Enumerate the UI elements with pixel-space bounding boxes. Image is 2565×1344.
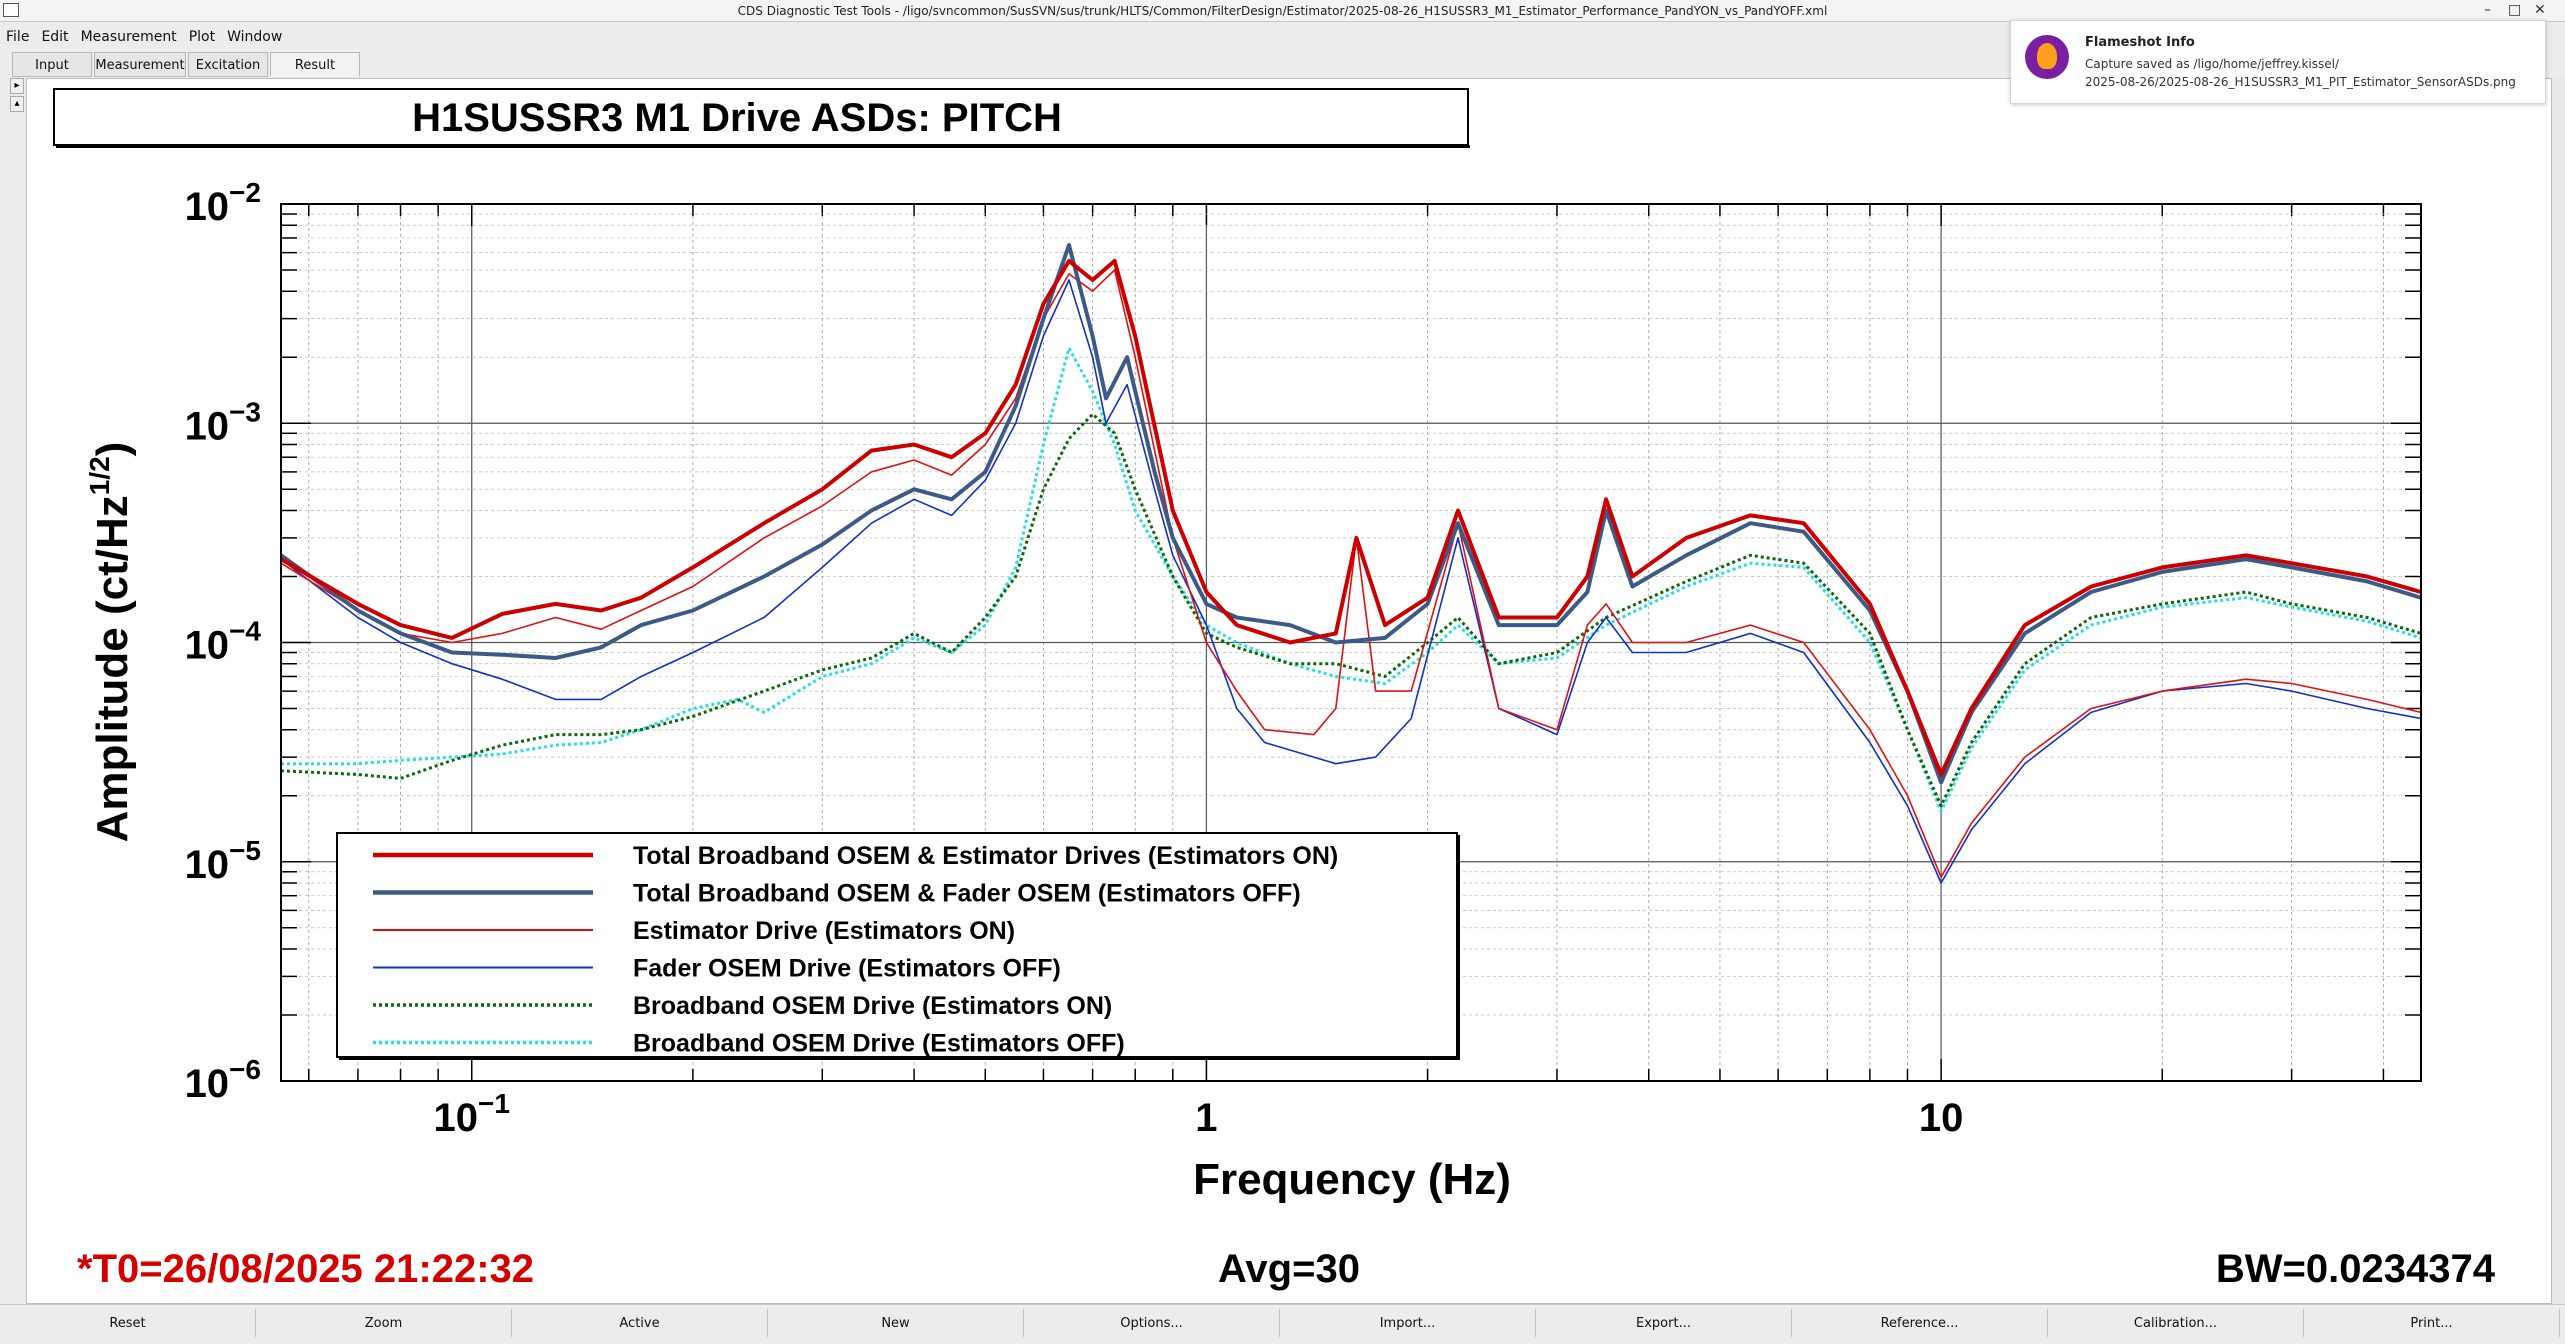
series-line <box>280 279 2422 884</box>
reference-button[interactable]: Reference... <box>1792 1309 2048 1337</box>
plot-title: H1SUSSR3 M1 Drive ASDs: PITCH <box>412 96 1062 140</box>
series-line <box>280 412 2422 808</box>
menu-edit[interactable]: Edit <box>41 29 69 45</box>
series-layer <box>279 243 2422 884</box>
close-icon[interactable]: ✕ <box>2534 2 2546 18</box>
plot-canvas[interactable]: H1SUSSR3 M1 Drive ASDs: PITCH 10−610−510… <box>27 79 2553 1305</box>
export-button[interactable]: Export... <box>1536 1309 1792 1337</box>
y-axis-label: Amplitude (ct/Hz1/2) <box>84 442 137 843</box>
menu-window[interactable]: Window <box>227 29 283 45</box>
window-titlebar: CDS Diagnostic Test Tools - /ligo/svncom… <box>0 0 2565 22</box>
y-tick-label: 10−2 <box>185 177 261 229</box>
arrow-up-icon[interactable]: ▴ <box>10 96 24 112</box>
new-button[interactable]: New <box>768 1309 1024 1337</box>
legend-entry: Fader OSEM Drive (Estimators OFF) <box>633 955 1061 983</box>
x-tick-label: 1 <box>1195 1096 1217 1140</box>
flameshot-notification[interactable]: Flameshot Info Capture saved as /ligo/ho… <box>2010 20 2546 104</box>
series-line <box>279 243 2422 785</box>
legend: Total Broadband OSEM & Estimator Drives … <box>336 832 1460 1060</box>
app-icon <box>3 3 19 17</box>
zoom-button[interactable]: Zoom <box>256 1309 512 1337</box>
tab-measurement[interactable]: Measurement <box>94 52 186 77</box>
notification-line-1: Capture saved as /ligo/home/jeffrey.kiss… <box>2085 57 2340 71</box>
notification-title: Flameshot Info <box>2085 35 2195 50</box>
legend-entry: Total Broadband OSEM & Fader OSEM (Estim… <box>633 880 1301 908</box>
x-tick-label: 10 <box>1919 1096 1964 1140</box>
reset-button[interactable]: Reset <box>0 1309 256 1337</box>
series-line <box>279 258 2422 777</box>
series-line <box>281 346 2422 813</box>
vertical-scrollbar[interactable] <box>2553 78 2565 1304</box>
x-tick-label: 10−1 <box>434 1088 510 1140</box>
notification-body: Capture saved as /ligo/home/jeffrey.kiss… <box>2085 55 2516 91</box>
series-line <box>280 269 2422 878</box>
import-button[interactable]: Import... <box>1280 1309 1536 1337</box>
notification-line-2: 2025-08-26/2025-08-26_H1SUSSR3_M1_PIT_Es… <box>2085 75 2516 89</box>
arrow-right-icon[interactable]: ▸ <box>10 78 24 94</box>
plot-frame <box>280 203 2422 1082</box>
plot-panel: H1SUSSR3 M1 Drive ASDs: PITCH 10−6 10−5 10… <box>26 78 2552 1304</box>
legend-entry: Total Broadband OSEM & Estimator Drives … <box>633 842 1338 870</box>
flameshot-icon <box>2025 35 2069 79</box>
print-button[interactable]: Print... <box>2304 1309 2560 1337</box>
average-count: Avg=30 <box>1218 1247 1360 1291</box>
menu-plot[interactable]: Plot <box>188 29 216 45</box>
tab-strip: Input Measurement Excitation Result <box>2 52 2565 78</box>
bottom-button-bar: Reset Zoom Active New Options... Import.… <box>0 1304 2565 1344</box>
bandwidth-value: BW=0.0234374 <box>2216 1247 2496 1291</box>
y-tick-label: 10−6 <box>185 1054 261 1106</box>
t0-timestamp: *T0=26/08/2025 21:22:32 <box>77 1247 534 1291</box>
tick-labels: 10−6 10−5 10−4 10−3 10−2 10−1 1 10 <box>185 177 1964 1140</box>
options-button[interactable]: Options... <box>1024 1309 1280 1337</box>
menu-file[interactable]: File <box>6 29 30 45</box>
minimize-icon[interactable]: – <box>2484 2 2491 18</box>
legend-entry: Broadband OSEM Drive (Estimators OFF) <box>633 1030 1125 1058</box>
y-tick-label: 10−5 <box>185 835 261 887</box>
tab-excitation[interactable]: Excitation <box>188 52 268 77</box>
x-axis-label: Frequency (Hz) <box>1193 1155 1511 1204</box>
legend-box <box>336 832 1458 1058</box>
tab-result[interactable]: Result <box>270 52 360 77</box>
tab-input[interactable]: Input <box>12 52 92 77</box>
active-button[interactable]: Active <box>512 1309 768 1337</box>
panel-scroll-arrows: ▸ ▴ <box>10 78 24 114</box>
legend-entry: Estimator Drive (Estimators ON) <box>633 917 1015 945</box>
y-tick-label: 10−3 <box>185 396 261 448</box>
y-tick-label: 10−4 <box>185 616 262 668</box>
plot-title-box <box>53 88 1469 146</box>
maximize-icon[interactable]: □ <box>2508 2 2522 18</box>
calibration-button[interactable]: Calibration... <box>2048 1309 2304 1337</box>
y-axis-label-text: Amplitude (ct/Hz1/2) <box>84 442 137 843</box>
menu-measurement[interactable]: Measurement <box>80 29 177 45</box>
legend-entry: Broadband OSEM Drive (Estimators ON) <box>633 992 1112 1020</box>
window-title: CDS Diagnostic Test Tools - /ligo/svncom… <box>737 4 1828 18</box>
